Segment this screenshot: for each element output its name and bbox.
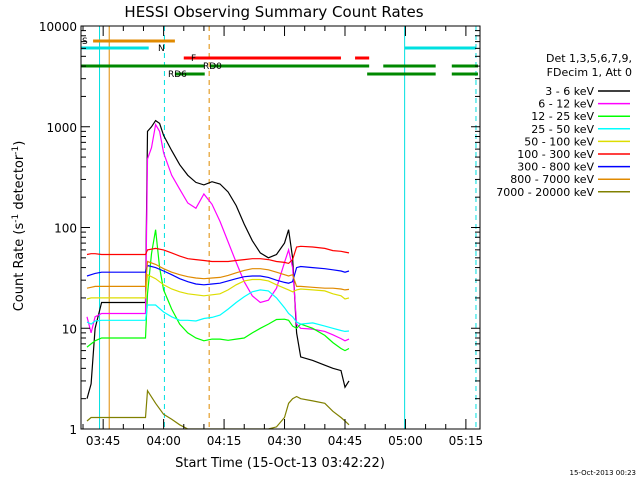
legend-label: 12 - 25 keV bbox=[531, 110, 594, 123]
legend-label: 7000 - 20000 keV bbox=[496, 186, 594, 199]
footer-timestamp: 15-Oct-2013 00:23 bbox=[570, 469, 636, 477]
marker-lines bbox=[99, 26, 477, 429]
y-axis-label-sup2: -1 bbox=[11, 146, 21, 155]
status-bar-label: RD0 bbox=[203, 62, 222, 72]
y-axis-label-end: ) bbox=[12, 141, 27, 146]
legend-label: 800 - 7000 keV bbox=[510, 173, 594, 186]
x-tick-label: 04:00 bbox=[146, 434, 181, 448]
y-axis-label: Count Rate (s-1 detector-1) bbox=[11, 141, 27, 312]
legend-label: 3 - 6 keV bbox=[545, 85, 594, 98]
series-line bbox=[86, 229, 350, 352]
x-axis: 03:45 04:00 04:15 04:30 04:45 05:00 05:15 bbox=[82, 26, 484, 448]
y-tick-label: 10 bbox=[62, 322, 77, 336]
legend: Det 1,3,5,6,7,9, FDecim 1, Att 0 3 - 6 k… bbox=[496, 52, 632, 199]
series-line bbox=[86, 273, 350, 300]
legend-header-2: FDecim 1, Att 0 bbox=[547, 66, 632, 79]
y-tick-label: 10000 bbox=[39, 20, 77, 34]
status-bar-label: N bbox=[158, 44, 165, 54]
x-tick-label: 03:45 bbox=[86, 434, 121, 448]
series-group bbox=[86, 119, 350, 429]
y-tick-label: 1 bbox=[69, 423, 77, 437]
series-line bbox=[86, 260, 350, 291]
series-line bbox=[86, 122, 350, 342]
legend-header-1: Det 1,3,5,6,7,9, bbox=[546, 52, 632, 65]
legend-label: 25 - 50 keV bbox=[531, 123, 594, 136]
y-tick-label: 1000 bbox=[46, 121, 77, 135]
legend-label: 300 - 800 keV bbox=[517, 161, 594, 174]
chart-title: HESSI Observing Summary Count Rates bbox=[124, 3, 423, 21]
x-tick-label: 04:30 bbox=[267, 434, 302, 448]
status-bar-label: F bbox=[191, 54, 196, 64]
legend-label: 100 - 300 keV bbox=[517, 148, 594, 161]
x-tick-label: 04:45 bbox=[328, 434, 363, 448]
y-axis: 1 10 100 1000 10000 bbox=[39, 20, 480, 437]
legend-label: 6 - 12 keV bbox=[538, 98, 594, 111]
legend-label: 50 - 100 keV bbox=[524, 135, 594, 148]
x-tick-label: 04:15 bbox=[207, 434, 242, 448]
x-tick-label: 05:00 bbox=[388, 434, 423, 448]
plot-frame bbox=[80, 25, 481, 430]
status-bar-label: RD6 bbox=[168, 70, 187, 80]
series-line bbox=[86, 245, 350, 265]
series-line bbox=[86, 388, 350, 429]
y-axis-label-sup: -1 bbox=[11, 214, 21, 223]
series-line bbox=[86, 119, 350, 399]
x-tick-label: 05:15 bbox=[449, 434, 484, 448]
x-axis-label: Start Time (15-Oct-13 03:42:22) bbox=[175, 456, 385, 471]
y-tick-label: 100 bbox=[54, 222, 77, 236]
series-line bbox=[86, 289, 350, 333]
status-bars: SNFRD0RD6 bbox=[81, 37, 478, 80]
series-line bbox=[86, 264, 350, 286]
y-axis-label-mid: detector bbox=[12, 154, 27, 214]
y-axis-label-main: Count Rate (s bbox=[12, 223, 27, 312]
